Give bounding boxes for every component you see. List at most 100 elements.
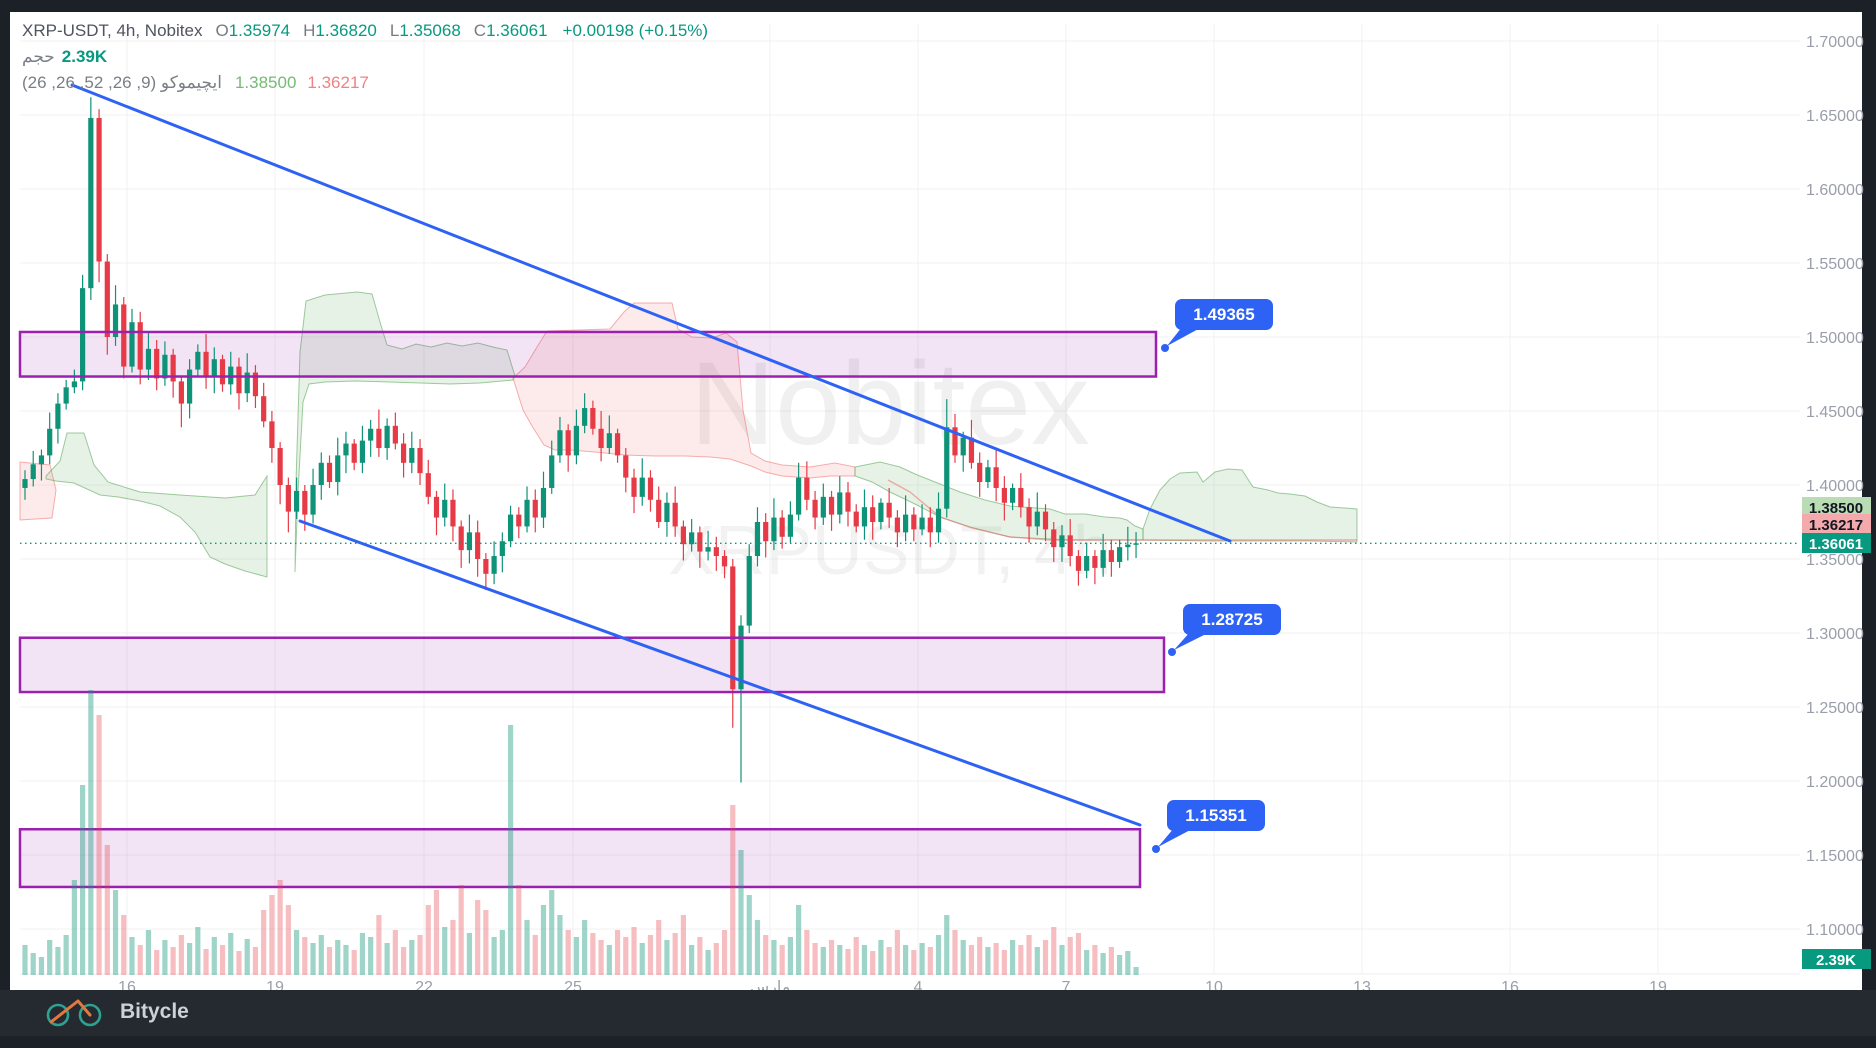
price-tick-label[interactable]: 1.20000 xyxy=(1806,774,1864,791)
zone-borders[interactable] xyxy=(18,330,1166,889)
price-zone[interactable] xyxy=(18,636,1166,694)
candle-body xyxy=(721,556,728,567)
zone-fills xyxy=(20,331,1164,887)
candle-body xyxy=(606,433,612,448)
candle-body xyxy=(985,467,991,483)
volume-bar xyxy=(779,945,785,975)
candle-body xyxy=(804,477,810,500)
callouts-layer[interactable]: 1.49365 1.28725 1.15351 xyxy=(1152,299,1281,853)
axis-badge[interactable] xyxy=(1802,497,1871,517)
price-tick-label[interactable]: 1.15000 xyxy=(1806,848,1864,865)
volume-bar xyxy=(771,940,777,975)
candle-body xyxy=(598,428,604,448)
candle-body xyxy=(1100,550,1106,568)
volume-bar xyxy=(1067,937,1073,975)
price-callout[interactable]: 1.15351 xyxy=(1152,800,1265,853)
axis-badge-text: 1.38500 xyxy=(1809,500,1863,517)
volume-bar xyxy=(763,935,769,975)
price-tick-label[interactable]: 1.35000 xyxy=(1806,552,1864,569)
price-tick-label[interactable]: 1.65000 xyxy=(1806,108,1864,125)
candle-body xyxy=(565,430,571,456)
volume-legend-row[interactable]: حجم 2.39K xyxy=(22,44,708,70)
candle-body xyxy=(944,427,950,509)
candle-body xyxy=(960,437,966,456)
axis-badge[interactable] xyxy=(1802,949,1871,969)
candle-body xyxy=(903,514,909,533)
volume-bar xyxy=(244,939,250,975)
candle-body xyxy=(63,387,69,404)
price-tick-label[interactable]: 1.10000 xyxy=(1806,922,1864,939)
date-tick-label[interactable]: 7 xyxy=(1062,979,1071,996)
candle-body xyxy=(244,372,250,394)
candle-body xyxy=(672,502,678,527)
candle-body xyxy=(697,532,703,552)
candle-body xyxy=(573,425,580,456)
ichimoku-cloud-green xyxy=(45,432,268,578)
volume-bar xyxy=(162,940,168,975)
trendline[interactable] xyxy=(298,519,1142,827)
candle-body xyxy=(170,354,176,382)
price-zone[interactable] xyxy=(18,330,1158,378)
candle-body xyxy=(1018,487,1024,508)
volume-bar xyxy=(170,947,176,975)
callout-box xyxy=(1167,800,1265,831)
volume-bar xyxy=(228,933,234,975)
symbol-legend-row[interactable]: XRP-USDT, 4h, Nobitex O1.35974 H1.36820 … xyxy=(22,18,708,44)
candle-body xyxy=(499,541,505,557)
volume-bar xyxy=(1125,951,1131,975)
brand-name[interactable]: Bitycle xyxy=(120,1000,189,1023)
volume-bar xyxy=(96,715,102,975)
trendlines-layer[interactable] xyxy=(70,83,1232,827)
ichimoku-senkou-a: 1.38500 xyxy=(234,73,297,92)
candle-body xyxy=(647,477,654,500)
price-tick-label[interactable]: 1.70000 xyxy=(1806,34,1864,51)
volume-bar xyxy=(919,943,925,975)
ichimoku-legend-row[interactable]: (26 ,26 ,52 ,26 ,9) ايچيموكو 1.38500 1.3… xyxy=(22,70,708,96)
price-tick-label[interactable]: 1.40000 xyxy=(1806,478,1864,495)
price-tick-label[interactable]: 1.60000 xyxy=(1806,182,1864,199)
candle-body xyxy=(236,366,242,394)
candle-body xyxy=(425,473,431,497)
axis-badge-text: 1.36217 xyxy=(1809,517,1863,534)
trendline[interactable] xyxy=(70,83,1232,543)
price-tick-label[interactable]: 1.45000 xyxy=(1806,404,1864,421)
price-zone[interactable] xyxy=(18,827,1142,889)
candle-body xyxy=(154,348,160,379)
candle-body xyxy=(796,477,802,515)
axis-badge[interactable] xyxy=(1802,514,1871,534)
volume-value: 2.39K xyxy=(61,47,108,66)
axis-badge[interactable] xyxy=(1802,533,1871,553)
price-callout[interactable]: 1.28725 xyxy=(1168,604,1281,656)
candle-body xyxy=(96,117,102,262)
candle-body xyxy=(368,428,374,441)
volume-bar xyxy=(713,943,719,975)
volume-bar xyxy=(705,950,711,975)
volume-bar xyxy=(318,935,324,975)
price-tick-label[interactable]: 1.55000 xyxy=(1806,256,1864,273)
date-tick-label[interactable]: 4 xyxy=(914,979,923,996)
candle-body xyxy=(754,522,761,557)
volume-bar xyxy=(22,945,28,975)
price-tick-label[interactable]: 1.25000 xyxy=(1806,700,1864,717)
volume-bar xyxy=(623,937,629,975)
candle-body xyxy=(384,425,390,448)
candle-body xyxy=(195,351,201,370)
volume-bar xyxy=(302,937,308,975)
volume-bar xyxy=(261,910,267,975)
volume-bar xyxy=(195,927,201,975)
volume-bar xyxy=(507,725,514,975)
price-callout[interactable]: 1.49365 xyxy=(1161,299,1273,352)
candle-body xyxy=(705,547,711,552)
candle-body xyxy=(442,499,448,518)
candle-body xyxy=(828,496,835,515)
candle-body xyxy=(853,511,859,527)
bitycle-logo-icon[interactable] xyxy=(42,993,112,1033)
price-tick-label[interactable]: 1.50000 xyxy=(1806,330,1864,347)
price-tick-label[interactable]: 1.30000 xyxy=(1806,626,1864,643)
volume-bar xyxy=(335,940,341,975)
volume-bar xyxy=(870,951,876,975)
price-scale[interactable]: 1.70000 1.65000 1.60000 1.55000 1.50000 1.450… xyxy=(1802,34,1871,969)
candle-body xyxy=(491,556,497,574)
volume-bar xyxy=(1026,935,1032,975)
